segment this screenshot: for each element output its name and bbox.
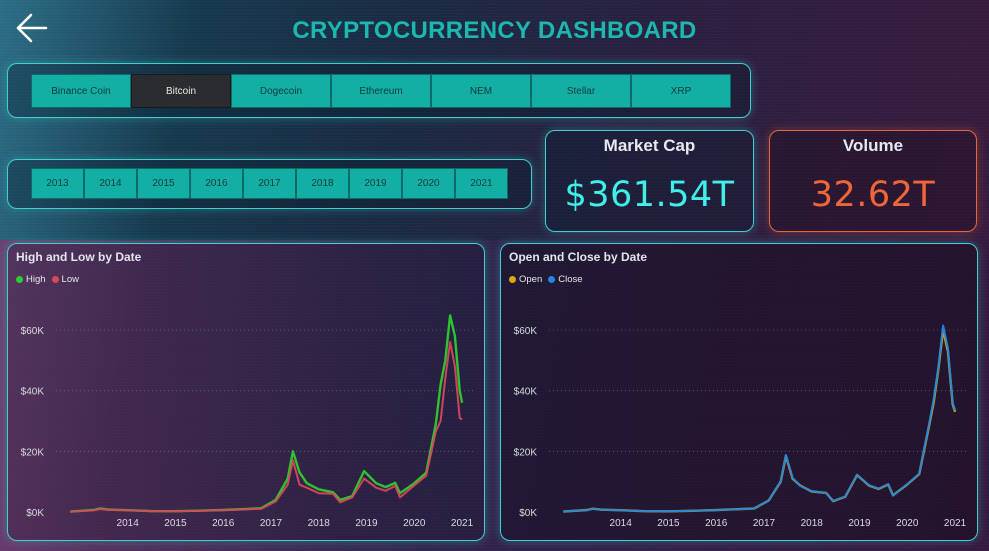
- x-tick-label: 2018: [801, 518, 824, 529]
- coin-button-bitcoin[interactable]: Bitcoin: [131, 74, 231, 108]
- series-line-low: [70, 341, 463, 513]
- legend-label: Open: [519, 274, 543, 285]
- legend-label: Low: [61, 274, 79, 285]
- x-tick-label: 2017: [260, 518, 283, 529]
- x-tick-label: 2014: [610, 518, 633, 529]
- legend-dot-icon: [548, 276, 556, 283]
- chart-title: Open and Close by Date: [509, 250, 648, 264]
- y-tick-label: $40K: [21, 387, 45, 398]
- x-tick-label: 2020: [403, 518, 426, 529]
- year-button-2019[interactable]: 2019: [349, 168, 402, 199]
- legend-label: Close: [558, 274, 583, 285]
- year-slicer: 2013 2014 2015 2016 2017 2018 2019 2020 …: [31, 168, 508, 199]
- chart-legend: Open Close: [509, 274, 583, 285]
- back-arrow-icon[interactable]: [14, 12, 50, 44]
- x-tick-label: 2016: [705, 518, 728, 529]
- open-close-chart-panel: Open and Close by Date Open Close $0K $20…: [500, 243, 978, 541]
- legend-dot-icon: [16, 276, 23, 283]
- year-button-2021[interactable]: 2021: [455, 168, 508, 199]
- coin-button-xrp[interactable]: XRP: [631, 74, 731, 108]
- x-tick-label: 2017: [753, 518, 776, 529]
- x-tick-label: 2021: [451, 518, 474, 529]
- volume-value: 32.62T: [810, 175, 936, 215]
- coin-button-binance-coin[interactable]: Binance Coin: [31, 74, 131, 108]
- coin-button-dogecoin[interactable]: Dogecoin: [231, 74, 331, 108]
- y-tick-label: $0K: [26, 508, 44, 519]
- x-tick-label: 2021: [944, 518, 967, 529]
- coin-slicer: Binance Coin Bitcoin Dogecoin Ethereum N…: [31, 74, 731, 108]
- series-line-close: [563, 324, 957, 513]
- legend-label: High: [26, 274, 46, 285]
- high-low-chart-panel: High and Low by Date High Low $0K $20K $40…: [7, 243, 485, 541]
- series-line-high: [70, 314, 464, 513]
- year-button-2020[interactable]: 2020: [402, 168, 455, 199]
- legend-item-low[interactable]: Low: [51, 274, 79, 285]
- legend-dot-icon: [509, 276, 516, 283]
- year-button-2016[interactable]: 2016: [190, 168, 243, 199]
- page-title: CRYPTOCURRENCY DASHBOARD: [292, 17, 697, 44]
- x-tick-label: 2018: [308, 518, 331, 529]
- year-button-2013[interactable]: 2013: [31, 168, 84, 199]
- x-tick-label: 2014: [117, 518, 140, 529]
- x-tick-label: 2019: [355, 518, 378, 529]
- y-tick-label: $0K: [519, 508, 537, 519]
- x-tick-label: 2019: [848, 518, 871, 529]
- year-button-2015[interactable]: 2015: [137, 168, 190, 199]
- legend-item-open[interactable]: Open: [509, 274, 542, 285]
- legend-item-high[interactable]: High: [16, 274, 46, 285]
- series-line-open: [563, 328, 957, 513]
- y-tick-label: $60K: [21, 326, 45, 337]
- legend-dot-icon: [51, 276, 59, 283]
- market-cap-label: Market Cap: [603, 136, 696, 155]
- x-tick-label: 2020: [896, 518, 919, 529]
- chart-title: High and Low by Date: [16, 250, 142, 264]
- y-tick-label: $20K: [21, 447, 45, 458]
- x-tick-label: 2016: [212, 518, 235, 529]
- legend-item-close[interactable]: Close: [548, 274, 583, 285]
- year-button-2017[interactable]: 2017: [243, 168, 296, 199]
- coin-button-stellar[interactable]: Stellar: [531, 74, 631, 108]
- volume-card: Volume 32.62T: [769, 130, 977, 232]
- year-button-2018[interactable]: 2018: [296, 168, 349, 199]
- x-tick-label: 2015: [164, 518, 187, 529]
- coin-button-nem[interactable]: NEM: [431, 74, 531, 108]
- y-tick-label: $40K: [514, 387, 538, 398]
- coin-button-ethereum[interactable]: Ethereum: [331, 74, 431, 108]
- chart-legend: High Low: [16, 274, 79, 285]
- y-tick-label: $60K: [514, 326, 538, 337]
- high-low-line-chart: $0K $20K $40K $60K 2014 2015 2016 2017 2018 2019 2…: [21, 314, 474, 529]
- market-cap-value: $361.54T: [564, 175, 735, 215]
- x-tick-label: 2015: [657, 518, 680, 529]
- volume-label: Volume: [842, 136, 904, 155]
- market-cap-card: Market Cap $361.54T: [545, 130, 754, 232]
- open-close-line-chart: $0K $20K $40K $60K 2014 2015 2016 2017 2018 2019 2…: [514, 324, 967, 529]
- year-button-2014[interactable]: 2014: [84, 168, 137, 199]
- y-tick-label: $20K: [514, 447, 538, 458]
